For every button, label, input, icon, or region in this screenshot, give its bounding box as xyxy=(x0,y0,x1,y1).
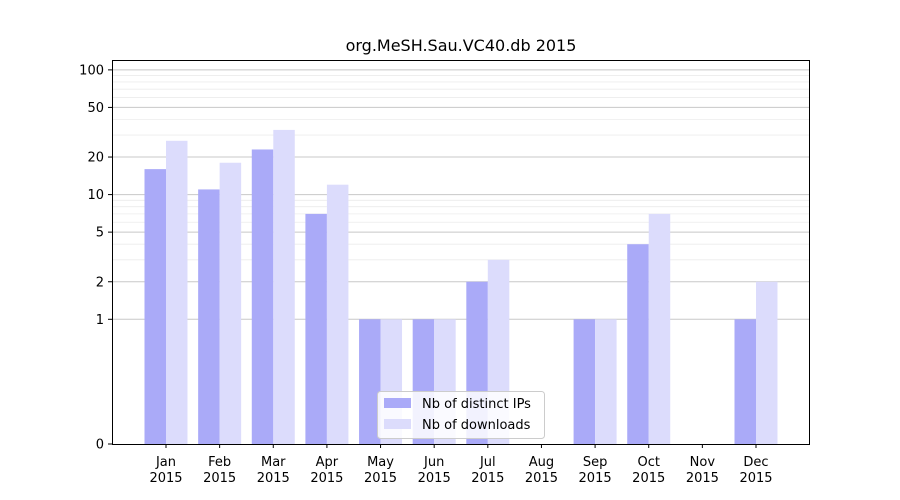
x-tick-year-label: 2015 xyxy=(310,471,343,486)
y-tick-label: 20 xyxy=(87,151,104,166)
bar-distinct-ips xyxy=(573,319,596,444)
bar-downloads xyxy=(756,281,778,444)
x-tick-label: Apr xyxy=(316,455,339,470)
y-axis: 0 1 2 5 10 20 50 100 xyxy=(79,63,112,453)
legend-label: Nb of downloads xyxy=(422,418,531,433)
x-tick-label: May xyxy=(367,455,394,470)
x-tick-year-label: 2015 xyxy=(525,471,558,486)
x-tick-label: Feb xyxy=(208,455,231,470)
chart-title: org.MeSH.Sau.VC40.db 2015 xyxy=(346,36,577,55)
legend-swatch xyxy=(384,419,411,429)
x-tick-year-label: 2015 xyxy=(257,471,290,486)
y-tick-label: 5 xyxy=(96,226,104,241)
x-tick-year-label: 2015 xyxy=(686,471,719,486)
bar-distinct-ips xyxy=(144,169,166,444)
x-tick-label: Sep xyxy=(583,455,608,470)
bar-downloads xyxy=(166,140,188,444)
bar-downloads xyxy=(219,162,242,444)
legend: Nb of distinct IPs Nb of downloads xyxy=(377,391,545,439)
x-tick-year-label: 2015 xyxy=(632,471,665,486)
x-tick-year-label: 2015 xyxy=(364,471,397,486)
bar-distinct-ips xyxy=(198,189,220,444)
x-tick-year-label: 2015 xyxy=(471,471,504,486)
y-tick-label: 2 xyxy=(96,275,104,290)
y-tick-label: 0 xyxy=(96,438,104,453)
x-tick-label: Mar xyxy=(261,455,286,470)
x-tick-label: Oct xyxy=(637,455,659,470)
bar-distinct-ips xyxy=(251,149,274,444)
x-tick-year-label: 2015 xyxy=(203,471,236,486)
y-tick-label: 1 xyxy=(96,313,104,328)
bar-downloads xyxy=(595,319,617,444)
y-tick-label: 100 xyxy=(79,63,104,78)
x-axis: Jan2015Feb2015Mar2015Apr2015May2015Jun20… xyxy=(149,444,773,486)
legend-box xyxy=(377,391,545,439)
x-tick-label: Nov xyxy=(690,455,716,470)
x-tick-label: Jun xyxy=(423,455,444,470)
bar-distinct-ips xyxy=(734,319,756,444)
bar-downloads xyxy=(273,129,295,444)
bar-distinct-ips xyxy=(359,319,381,444)
x-tick-year-label: 2015 xyxy=(739,471,772,486)
x-tick-year-label: 2015 xyxy=(579,471,612,486)
bar-distinct-ips xyxy=(627,244,649,444)
x-tick-year-label: 2015 xyxy=(418,471,451,486)
bar-distinct-ips xyxy=(305,213,327,444)
legend-swatch xyxy=(384,398,411,408)
bar-downloads xyxy=(648,213,671,444)
x-tick-label: Dec xyxy=(743,455,768,470)
x-tick-label: Aug xyxy=(529,455,554,470)
x-tick-label: Jan xyxy=(155,455,176,470)
bar-downloads xyxy=(326,184,349,444)
legend-label: Nb of distinct IPs xyxy=(422,397,531,412)
y-tick-label: 10 xyxy=(87,188,104,203)
plot-frame xyxy=(112,60,810,445)
x-tick-label: Jul xyxy=(479,455,496,470)
y-tick-label: 50 xyxy=(87,101,104,116)
x-tick-year-label: 2015 xyxy=(149,471,182,486)
